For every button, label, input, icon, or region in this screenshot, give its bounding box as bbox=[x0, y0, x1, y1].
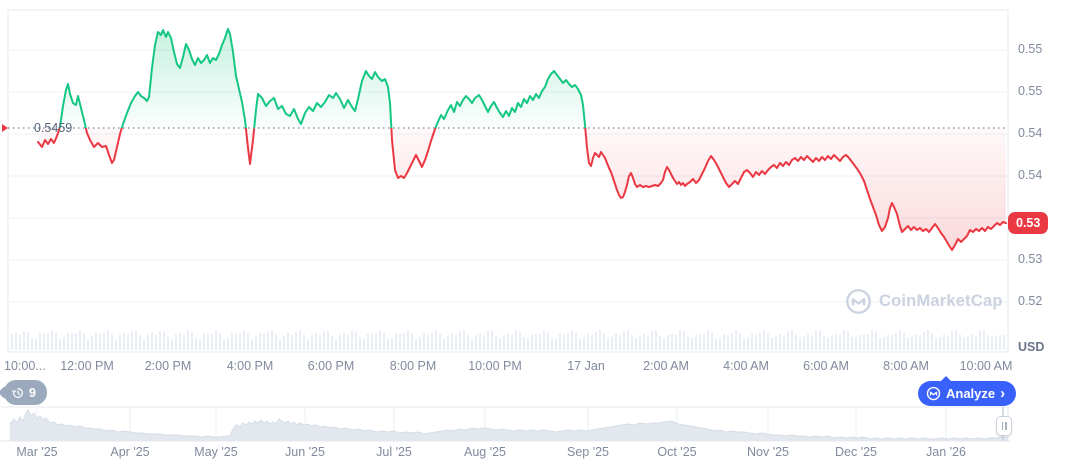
x-axis-tick-label: 4:00 AM bbox=[723, 359, 769, 373]
coinmarketcap-watermark: CoinMarketCap bbox=[845, 288, 1003, 315]
navigator-month-label: May '25 bbox=[194, 445, 238, 459]
history-count: 9 bbox=[29, 385, 36, 400]
y-axis-tick-label: 0.55 bbox=[1018, 42, 1043, 56]
navigator-month-label: Aug '25 bbox=[463, 445, 506, 459]
last-price-badge: 0.53 bbox=[1008, 212, 1049, 234]
navigator-month-label: Oct '25 bbox=[657, 445, 697, 459]
x-axis-tick-label: 10:00 AM bbox=[959, 359, 1013, 373]
x-axis-tick-label: 10:00 PM bbox=[468, 359, 522, 373]
x-axis-tick-label: 4:00 PM bbox=[226, 359, 274, 373]
y-axis-tick-label: 0.52 bbox=[1018, 294, 1043, 308]
y-axis-tick-label: 0.55 bbox=[1018, 84, 1043, 98]
y-axis-tick-label: 0.54 bbox=[1018, 168, 1043, 182]
history-badge[interactable]: 9 bbox=[4, 380, 47, 405]
navigator-month-label: Sep '25 bbox=[566, 445, 609, 459]
coinmarketcap-logo-icon bbox=[926, 386, 941, 401]
navigator-month-label: Mar '25 bbox=[16, 445, 58, 459]
x-axis-tick-label: 12:00 PM bbox=[60, 359, 114, 373]
baseline-price-label: 0.5459 bbox=[34, 121, 73, 135]
x-axis-tick-label: 10:00... bbox=[4, 359, 46, 373]
navigator-month-label: Nov '25 bbox=[747, 445, 789, 459]
x-axis-tick-label: 2:00 PM bbox=[144, 359, 192, 373]
navigator-month-label: Jan '26 bbox=[926, 445, 966, 459]
navigator-range-handle[interactable] bbox=[996, 416, 1012, 436]
navigator-month-label: Dec '25 bbox=[835, 445, 877, 459]
chevron-right-icon: › bbox=[1000, 385, 1006, 402]
y-axis-unit-label: USD bbox=[1018, 340, 1045, 354]
analyze-label: Analyze bbox=[946, 386, 996, 401]
history-clock-icon bbox=[12, 387, 23, 398]
navigator-month-label: Apr '25 bbox=[110, 445, 150, 459]
baseline-marker-icon bbox=[2, 124, 8, 132]
x-axis-tick-label: 8:00 AM bbox=[883, 359, 929, 373]
x-axis-tick-label: 17 Jan bbox=[567, 359, 605, 373]
watermark-text: CoinMarketCap bbox=[879, 292, 1003, 310]
x-axis-tick-label: 8:00 PM bbox=[389, 359, 437, 373]
navigator-month-label: Jun '25 bbox=[285, 445, 325, 459]
y-axis-tick-label: 0.54 bbox=[1018, 126, 1043, 140]
analyze-button[interactable]: Analyze › bbox=[918, 376, 1017, 406]
y-axis-tick-label: 0.53 bbox=[1018, 252, 1043, 266]
navigator-month-label: Jul '25 bbox=[376, 445, 412, 459]
coinmarketcap-logo-icon bbox=[846, 289, 871, 314]
navigator-area[interactable] bbox=[0, 407, 1010, 441]
x-axis-tick-label: 6:00 PM bbox=[307, 359, 355, 373]
x-axis-tick-label: 6:00 AM bbox=[803, 359, 849, 373]
volume-bars bbox=[11, 330, 1005, 350]
x-axis-tick-label: 2:00 AM bbox=[643, 359, 689, 373]
